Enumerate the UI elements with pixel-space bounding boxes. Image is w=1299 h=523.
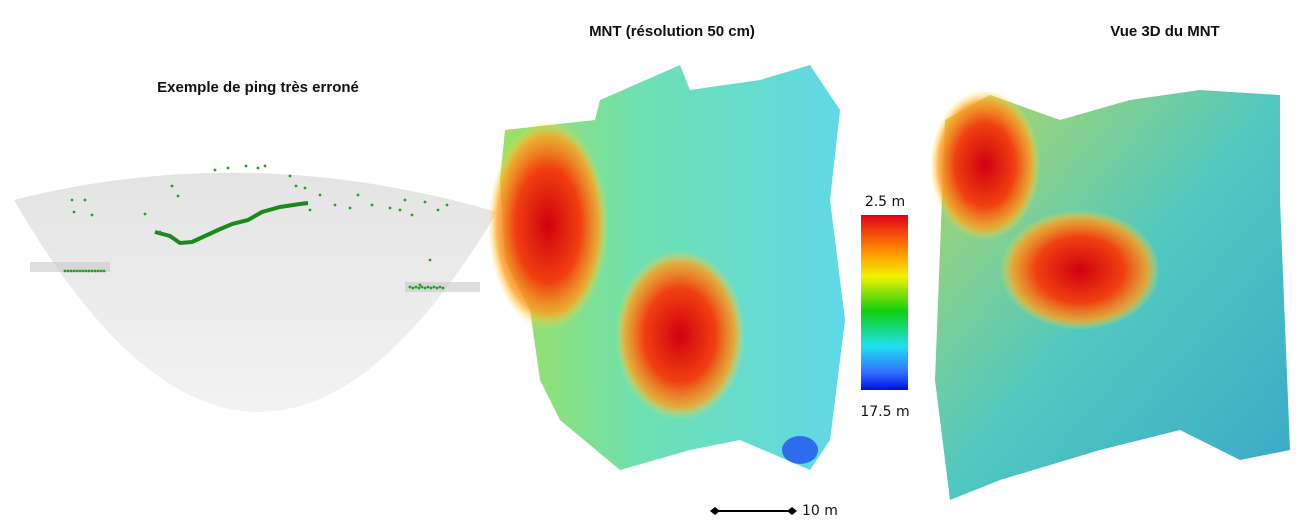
sonar-echo [30, 262, 110, 272]
ping-line [154, 201, 309, 246]
sounding [213, 168, 217, 172]
sounding [432, 285, 436, 289]
sounding [70, 198, 74, 202]
sounding [348, 206, 352, 210]
sounding [420, 285, 424, 289]
sounding [408, 285, 412, 289]
sounding [93, 269, 97, 273]
sounding [99, 269, 103, 273]
sounding [435, 286, 439, 290]
colorbar-label: 17.5 m [860, 404, 909, 420]
sounding [226, 166, 230, 170]
sounding [158, 230, 162, 234]
sounding [87, 269, 91, 273]
sounding [63, 269, 67, 273]
scale-label: 10 m [802, 503, 838, 519]
dem-high-zone [488, 120, 608, 330]
sounding [102, 269, 106, 273]
sounding [423, 200, 427, 204]
sounding [244, 164, 248, 168]
sounding [78, 269, 82, 273]
sounding [398, 208, 402, 212]
sounding [445, 203, 449, 207]
scale-bar [710, 507, 797, 515]
sounding [66, 269, 70, 273]
sounding [428, 258, 432, 262]
sounding [417, 286, 421, 290]
sounding [318, 193, 322, 197]
dem-3d-high-zone [930, 90, 1040, 240]
sounding [436, 208, 440, 212]
sounding [143, 212, 147, 216]
sounding [414, 285, 418, 289]
sounding [410, 213, 414, 217]
sounding [418, 283, 422, 287]
sounding [256, 166, 260, 170]
sonar-fan [14, 172, 497, 413]
sounding [96, 269, 100, 273]
sounding [72, 269, 76, 273]
dem-high-zone [615, 250, 745, 420]
sounding [170, 184, 174, 188]
sounding [356, 193, 360, 197]
sounding [72, 210, 76, 214]
sounding [75, 269, 79, 273]
sounding [263, 164, 267, 168]
sounding [411, 286, 415, 290]
sounding [441, 286, 445, 290]
sounding [388, 206, 392, 210]
panel-title: MNT (résolution 50 cm) [589, 23, 755, 40]
sounding [403, 198, 407, 202]
sounding [333, 203, 337, 207]
sounding [288, 174, 292, 178]
colorbar [861, 215, 908, 390]
sounding [81, 269, 85, 273]
sounding [438, 285, 442, 289]
sounding [426, 285, 430, 289]
sounding [294, 184, 298, 188]
sounding [90, 213, 94, 217]
sounding [423, 286, 427, 290]
ping-soundings [63, 164, 449, 290]
dem-deep-zone [782, 436, 818, 464]
sounding [429, 286, 433, 290]
sounding [69, 269, 73, 273]
sounding [84, 269, 88, 273]
sounding [308, 208, 312, 212]
sounding [83, 198, 87, 202]
panel-title: Vue 3D du MNT [1110, 23, 1219, 40]
sounding [303, 186, 307, 190]
sounding [176, 194, 180, 198]
dem-3d-high-zone [1000, 210, 1160, 330]
sounding [90, 269, 94, 273]
colorbar-label: 2.5 m [865, 194, 905, 210]
sounding [370, 203, 374, 207]
panel-title: Exemple de ping très erroné [157, 79, 359, 96]
